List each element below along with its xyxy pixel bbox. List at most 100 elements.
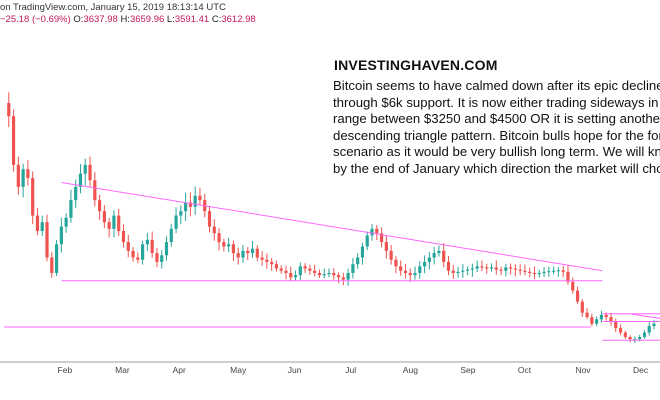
annotation-line: scenario as it would be very bullish lon… — [333, 144, 660, 159]
candle — [112, 210, 116, 238]
annotation-brand: INVESTINGHAVEN.COM — [334, 57, 498, 73]
candle — [241, 244, 245, 263]
candle-body — [174, 215, 178, 229]
candle — [174, 207, 178, 234]
candle-body — [532, 272, 537, 275]
candle-body — [102, 211, 106, 223]
x-tick-label: Mar — [115, 365, 130, 375]
candle — [561, 265, 565, 277]
candle-body — [88, 164, 92, 181]
candle — [155, 247, 159, 268]
x-tick-label: Nov — [575, 365, 591, 375]
candle-body — [169, 228, 173, 243]
candle-body — [50, 257, 54, 273]
candle-body — [279, 268, 283, 271]
candle — [356, 253, 360, 269]
close-value: 3612.98 — [221, 14, 256, 25]
candle-body — [451, 270, 455, 273]
candle-body — [74, 186, 78, 201]
candle-body — [628, 336, 632, 340]
candle-body — [303, 266, 307, 269]
high-label: H: — [120, 14, 130, 25]
candle — [542, 267, 546, 277]
candle-body — [336, 275, 341, 278]
candle-body — [528, 271, 532, 273]
candle-body — [427, 257, 431, 262]
candle-body — [614, 321, 618, 329]
candle-body — [78, 173, 83, 187]
candle-body — [642, 332, 647, 337]
candle — [227, 237, 231, 252]
candle-body — [494, 267, 498, 270]
candle — [188, 192, 192, 217]
candle — [231, 240, 236, 262]
candle — [532, 266, 537, 280]
candle — [222, 238, 226, 252]
candle-body — [604, 314, 608, 318]
candle-body — [509, 267, 513, 269]
candle — [313, 264, 317, 277]
candle-body — [537, 272, 541, 275]
candle — [145, 232, 149, 251]
candle-body — [552, 270, 556, 272]
candle — [580, 299, 584, 317]
candle-body — [207, 211, 212, 227]
x-tick-label: Aug — [403, 365, 418, 375]
candle — [74, 179, 78, 208]
candle-body — [21, 169, 25, 187]
candle — [126, 234, 130, 258]
candle — [45, 214, 49, 262]
candle-body — [93, 180, 97, 201]
candle-body — [26, 169, 30, 179]
candle — [451, 264, 455, 280]
candle-body — [346, 272, 350, 280]
candle — [590, 313, 594, 327]
candle-body — [184, 202, 188, 212]
candle — [571, 277, 575, 294]
candle-body — [150, 239, 154, 254]
candle-body — [475, 266, 479, 269]
candle — [575, 286, 580, 304]
candle — [341, 272, 345, 286]
candle-body — [40, 222, 44, 232]
candle — [64, 213, 68, 233]
candle-body — [284, 270, 288, 273]
candle-body — [652, 323, 656, 326]
candle-body — [394, 259, 398, 267]
candle — [485, 263, 489, 274]
candle — [422, 255, 427, 274]
candle-body — [270, 261, 274, 265]
candle-body — [155, 253, 159, 262]
candle — [375, 225, 379, 241]
candle — [475, 260, 479, 273]
candle — [585, 308, 589, 320]
candle — [427, 251, 431, 270]
candle — [212, 219, 216, 241]
candle-body — [246, 250, 250, 254]
candle — [418, 261, 422, 279]
candle-body — [647, 325, 651, 333]
annotation-line: range between $3250 and $4500 OR it is s… — [333, 111, 660, 126]
candle — [332, 268, 336, 280]
candle — [552, 266, 556, 275]
candle-body — [59, 226, 63, 245]
candle — [609, 312, 613, 326]
candle-body — [313, 270, 317, 273]
x-tick-label: Dec — [633, 365, 649, 375]
candle — [322, 268, 326, 279]
candle — [40, 215, 44, 236]
candle — [236, 247, 240, 265]
candle — [556, 267, 561, 277]
candle — [628, 335, 632, 343]
candle-body — [480, 266, 484, 268]
x-tick-label: Feb — [58, 365, 73, 375]
high-value: 3659.96 — [129, 14, 165, 25]
candle — [647, 321, 651, 336]
candle — [7, 92, 11, 128]
ohlc-line: −25.18 (−0.69%) O:3637.98 H:3659.96 L:35… — [0, 14, 256, 25]
price-change: −25.18 (−0.69%) — [0, 14, 71, 25]
candle — [480, 260, 484, 272]
candle-body — [136, 257, 140, 260]
candle-body — [293, 275, 298, 278]
